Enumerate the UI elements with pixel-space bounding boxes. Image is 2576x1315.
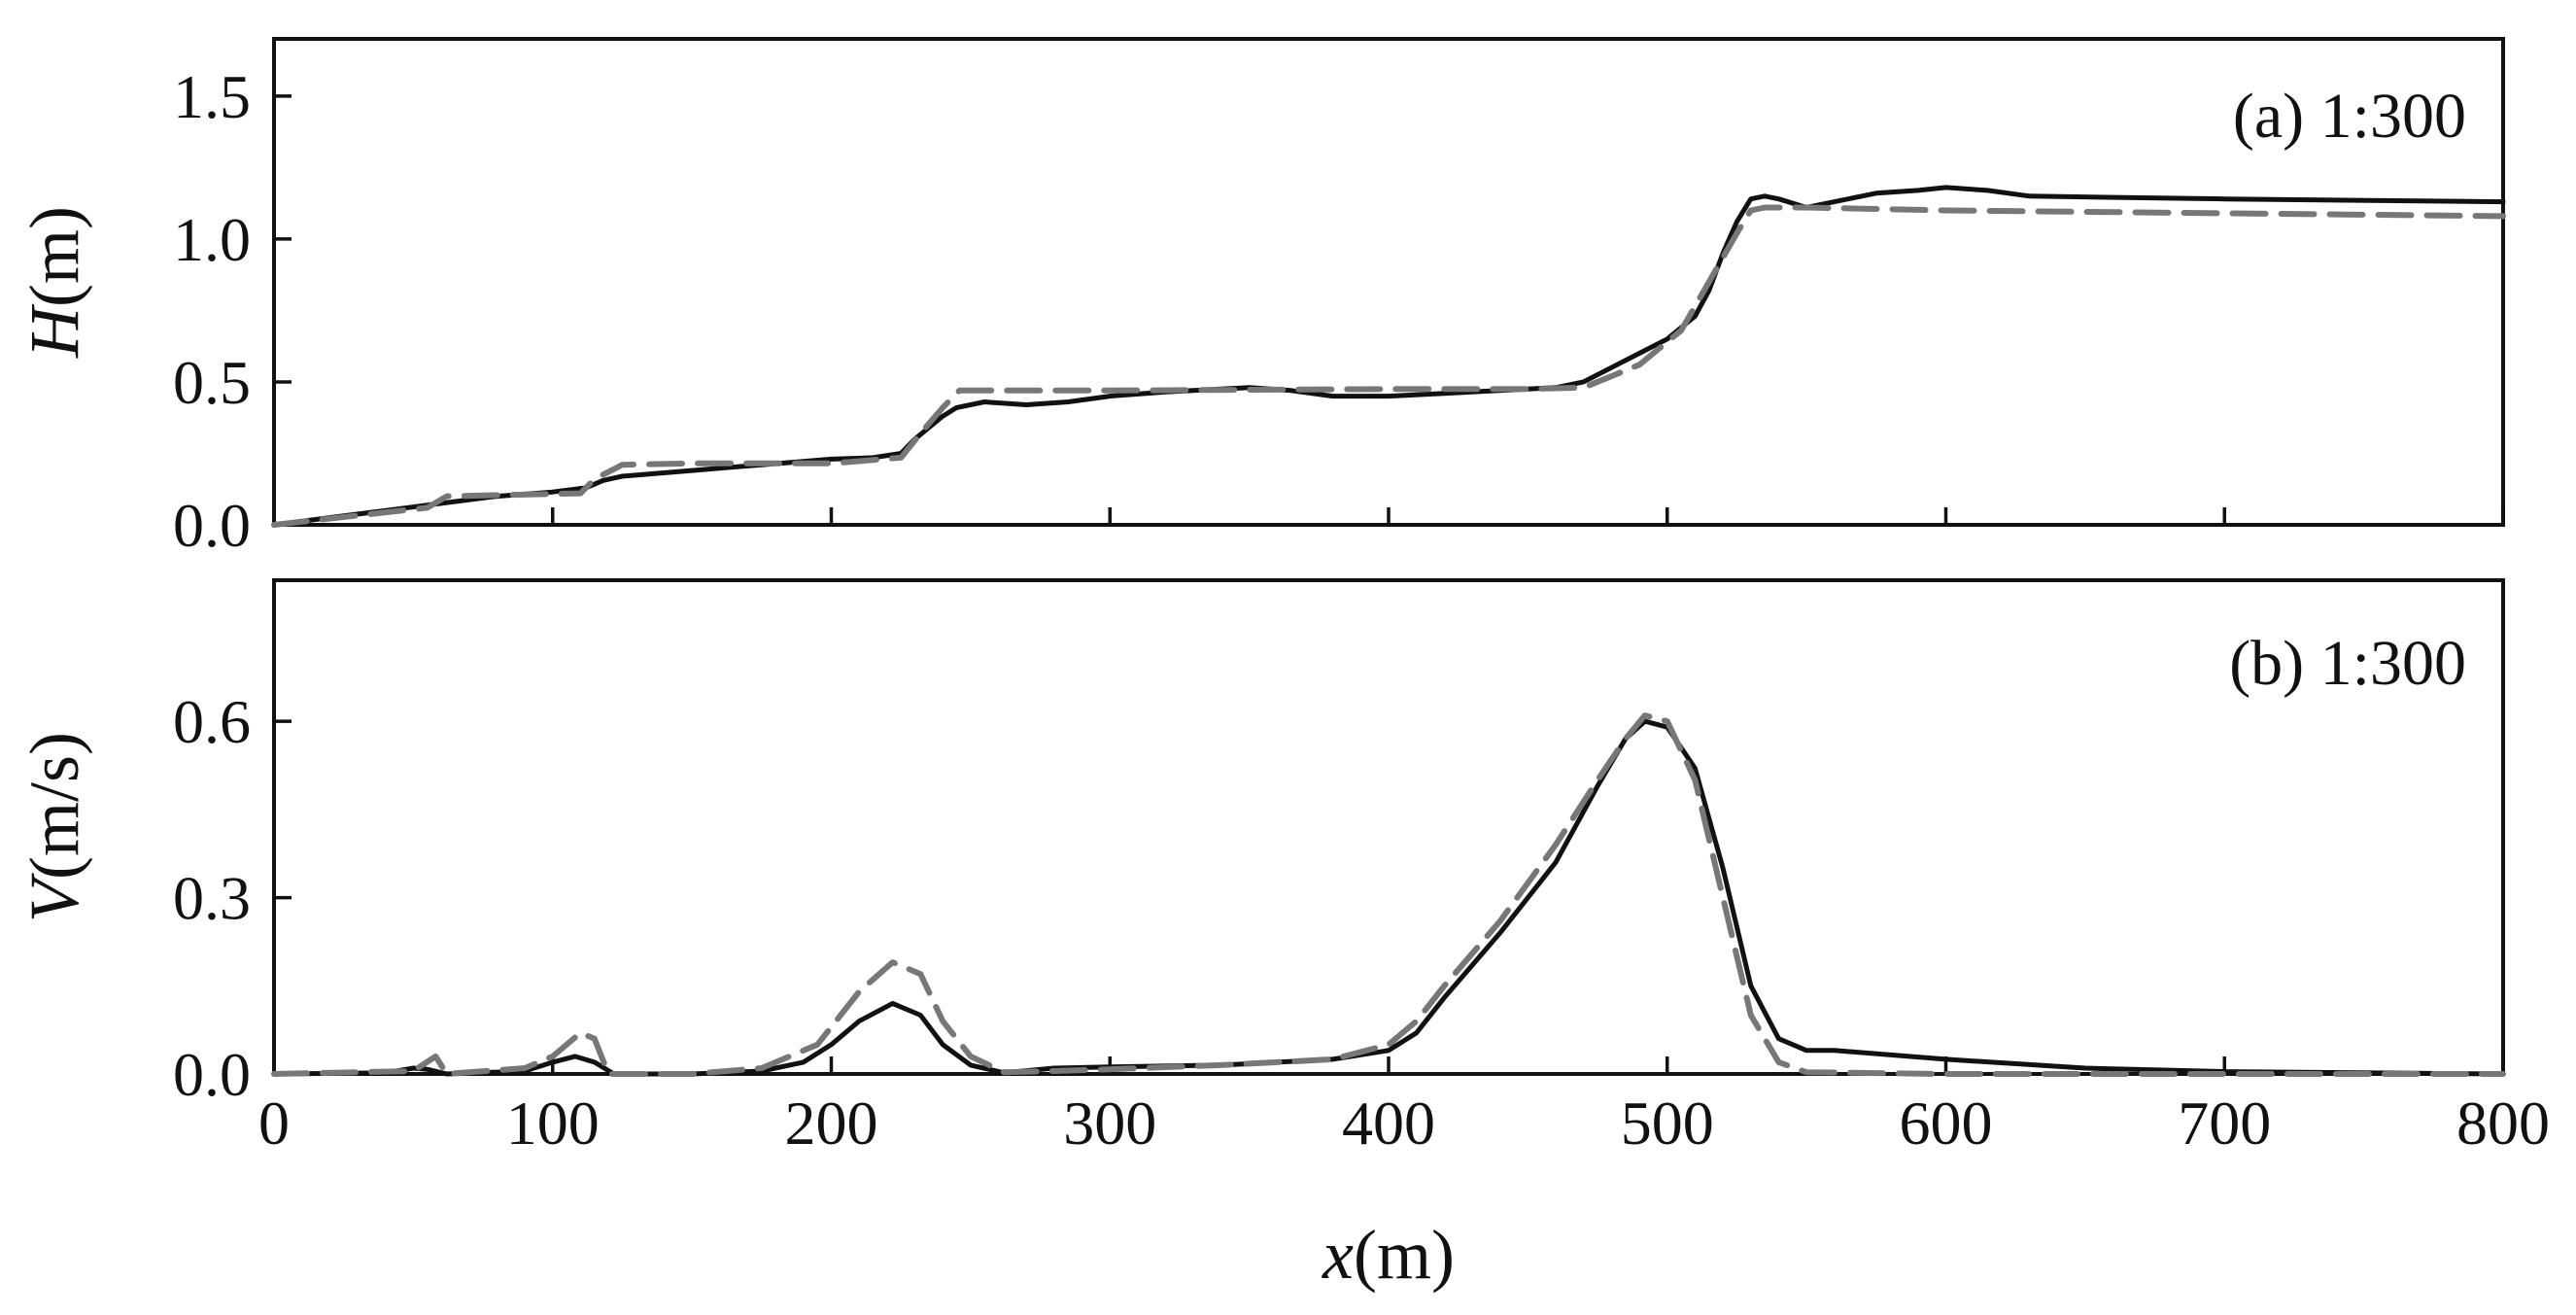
panel-a-ticks: 0.0 0.5 1.0 1.5: [173, 62, 2505, 560]
panel-b-xtick-label: 700: [2178, 1089, 2271, 1158]
panel-b-xtick-label: 200: [785, 1089, 878, 1158]
panel-b-xtick-label: 100: [506, 1089, 600, 1158]
panel-b-ytick-label: 0.3: [173, 864, 251, 933]
panel-a-ytick-label: 1.0: [173, 205, 251, 274]
panel-b-ylabel-text: V(m/s): [16, 732, 93, 922]
panel-b-xtick-label: 0: [258, 1089, 290, 1158]
axis-variable-symbol: V: [16, 873, 93, 922]
panel-b-xtick-label: 800: [2456, 1089, 2550, 1158]
panel-b-frame: [272, 578, 2505, 1076]
panel-a-series-dashed: [271, 204, 2506, 528]
panel-b-series: [271, 712, 2506, 1077]
panel-b-velocity: 0 100 200 300 400 500 600 700 800 0.0 0.3 0.6 (b) 1…: [16, 578, 2550, 1158]
panel-a-ylabel: H(m): [16, 206, 93, 359]
panel-b-label: (b) 1:300: [2229, 628, 2466, 699]
axis-unit: (m): [16, 206, 93, 307]
panel-b-ticks: 0 100 200 300 400 500 600 700 800 0.0 0.3 0.6: [173, 687, 2550, 1158]
axis-unit: (m): [1354, 1216, 1455, 1294]
x-axis-label: x(m): [1322, 1216, 1455, 1294]
panel-a-frame: [272, 37, 2505, 527]
panel-b-xtick-label: 600: [1900, 1089, 1993, 1158]
panel-a-ytick-label: 1.5: [173, 62, 251, 131]
axis-unit: (m/s): [16, 732, 93, 880]
x-axis-label-text: x(m): [1322, 1216, 1455, 1294]
panel-b-xtick-label: 400: [1342, 1089, 1435, 1158]
panel-b-ytick-label: 0.0: [173, 1040, 251, 1109]
panel-b-series-dashed: [271, 712, 2506, 1077]
panel-a-ylabel-text: H(m): [16, 206, 93, 359]
axis-variable-symbol: x: [1322, 1216, 1354, 1294]
panel-a-ytick-label: 0.0: [173, 491, 251, 560]
panel-b-series-solid: [271, 718, 2506, 1077]
panel-b-ytick-label: 0.6: [173, 687, 251, 756]
panel-a-height: 0.0 0.5 1.0 1.5 (a) 1:300 H(m): [16, 37, 2506, 560]
panel-a-series: [271, 185, 2506, 528]
panel-b-xtick-label: 300: [1063, 1089, 1156, 1158]
panel-b-ylabel: V(m/s): [16, 732, 93, 922]
axis-variable-symbol: H: [16, 303, 93, 359]
panel-b-xtick-label: 500: [1621, 1089, 1714, 1158]
panel-a-label: (a) 1:300: [2233, 81, 2466, 152]
panel-a-ytick-label: 0.5: [173, 348, 251, 417]
